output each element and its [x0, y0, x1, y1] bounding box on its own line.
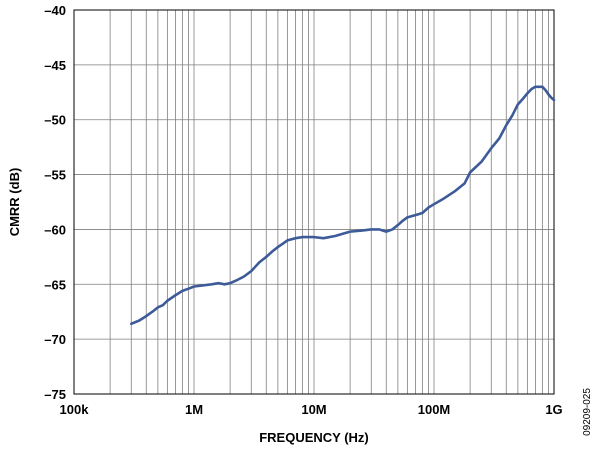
y-tick-label: –45 [44, 58, 66, 73]
x-tick-label: 1M [185, 402, 203, 417]
x-tick-label: 100k [60, 402, 90, 417]
y-tick-labels: –40 –45 –50 –55 –60 –65 –70 –75 [44, 3, 66, 402]
y-tick-label: –50 [44, 113, 66, 128]
y-tick-label: –70 [44, 332, 66, 347]
x-tick-label: 10M [301, 402, 326, 417]
y-tick-label: –55 [44, 168, 66, 183]
figure-id-label: 09209-025 [582, 388, 593, 436]
y-axis-title: CMRR (dB) [7, 168, 22, 237]
series-line-cmrr [129, 85, 556, 326]
x-tick-label: 1G [545, 402, 562, 417]
y-tick-label: –75 [44, 387, 66, 402]
x-tick-labels: 100k 1M 10M 100M 1G [60, 402, 563, 417]
grid [73, 9, 555, 395]
x-tick-label: 100M [418, 402, 451, 417]
plot-frame [73, 9, 555, 395]
y-tick-label: –65 [44, 277, 66, 292]
y-tick-label: –60 [44, 222, 66, 237]
y-tick-label: –40 [44, 3, 66, 18]
x-axis-title: FREQUENCY (Hz) [259, 430, 369, 445]
